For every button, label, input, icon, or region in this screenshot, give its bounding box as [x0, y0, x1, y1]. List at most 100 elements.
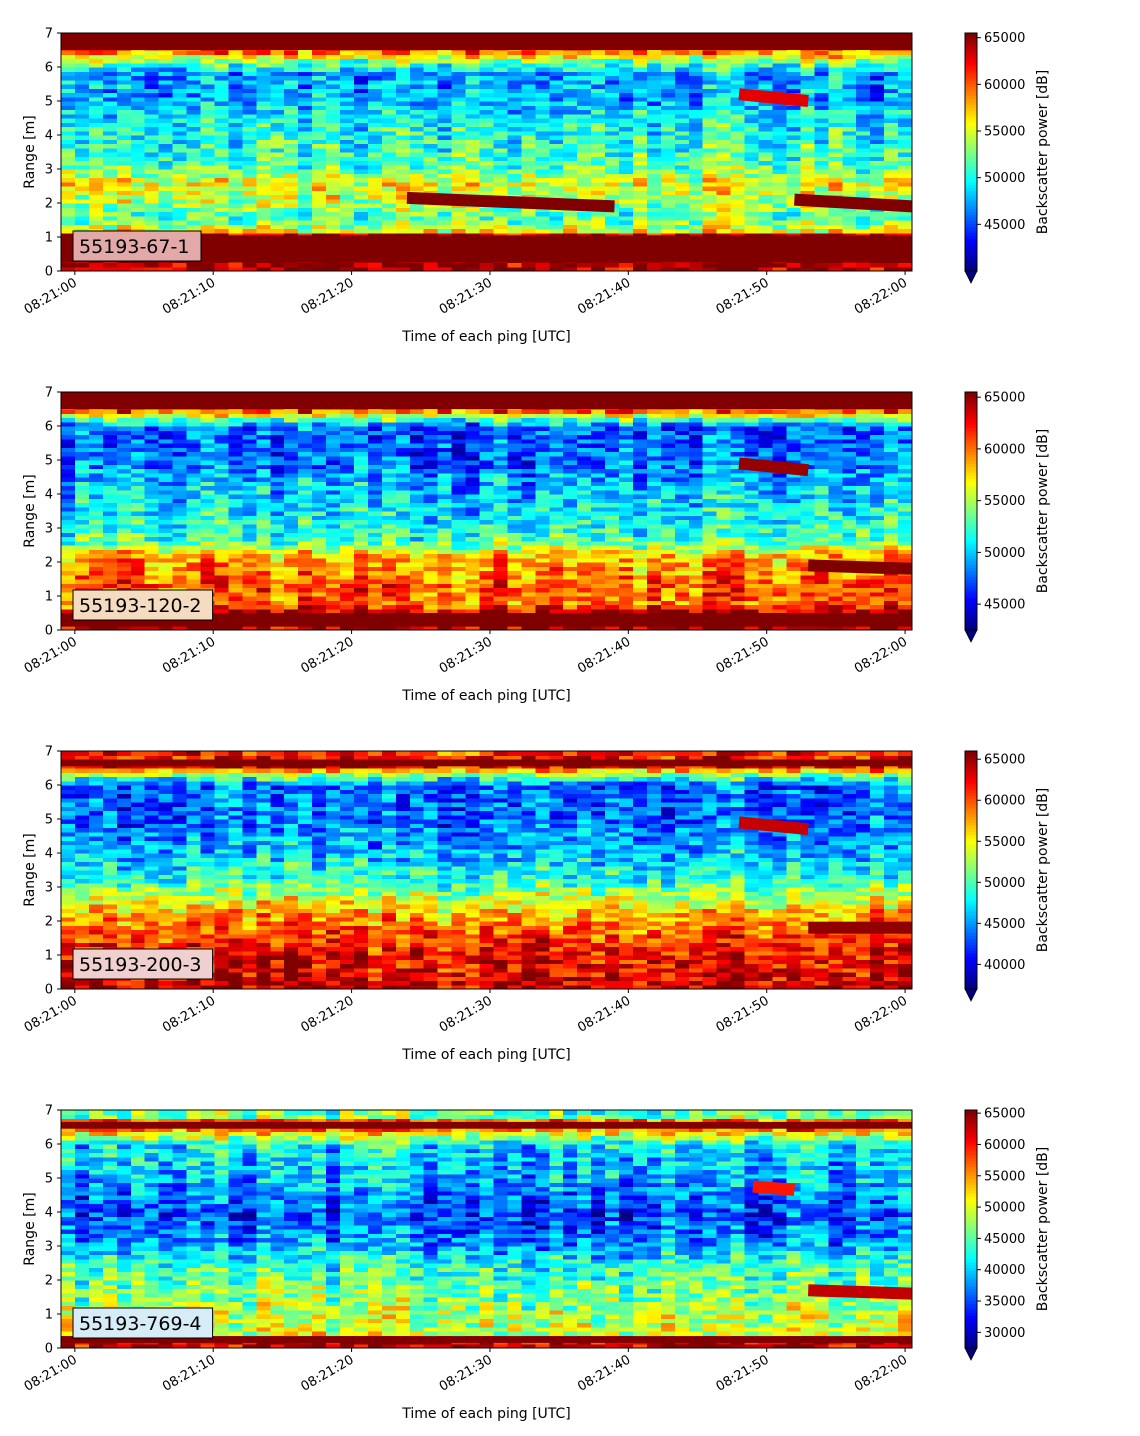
- heatmap-cell: [744, 135, 760, 140]
- heatmap-cell: [214, 506, 230, 512]
- heatmap-cell: [674, 220, 690, 225]
- heatmap-cell: [716, 220, 732, 225]
- heatmap-cell: [340, 224, 355, 230]
- heatmap-cell: [660, 232, 676, 238]
- heatmap-cell: [340, 177, 355, 183]
- heatmap-cell: [270, 604, 285, 610]
- heatmap-cell: [465, 190, 481, 196]
- heatmap-cell: [214, 177, 230, 183]
- heatmap-cell: [507, 58, 522, 64]
- colorbar-segment: [965, 92, 977, 97]
- heatmap-cell: [88, 215, 104, 221]
- heatmap-cell: [242, 579, 257, 584]
- heatmap-cell: [61, 596, 76, 601]
- heatmap-cell: [674, 177, 690, 183]
- heatmap-cell: [758, 220, 774, 225]
- heatmap-cell: [130, 545, 146, 550]
- heatmap-cell: [381, 570, 397, 576]
- heatmap-cell: [577, 156, 592, 162]
- heatmap-cell: [856, 152, 871, 157]
- heatmap-cell: [395, 177, 411, 183]
- heatmap-cell: [437, 232, 453, 238]
- heatmap-cell: [102, 113, 118, 119]
- heatmap-cell: [493, 105, 509, 111]
- heatmap-cell: [577, 75, 592, 81]
- heatmap-cell: [172, 421, 188, 427]
- heatmap-cell: [256, 266, 271, 272]
- heatmap-cell: [842, 181, 857, 187]
- heatmap-cell: [353, 409, 369, 414]
- heatmap-cell: [437, 207, 453, 213]
- heatmap-cell: [116, 135, 132, 140]
- heatmap-cell: [144, 211, 160, 217]
- heatmap-cell: [116, 413, 132, 419]
- heatmap-cell: [577, 181, 592, 187]
- heatmap-cell: [200, 220, 216, 225]
- heatmap-cell: [353, 455, 369, 461]
- heatmap-cell: [353, 207, 369, 213]
- heatmap-cell: [172, 481, 188, 487]
- heatmap-cell: [256, 498, 271, 504]
- heatmap-cell: [74, 532, 90, 538]
- heatmap-cell: [549, 101, 564, 106]
- heatmap-cell: [577, 135, 592, 140]
- heatmap-cell: [535, 96, 550, 102]
- heatmap-cell: [186, 105, 202, 111]
- heatmap-cell: [479, 139, 495, 145]
- heatmap-cell: [312, 545, 327, 550]
- heatmap-cell: [409, 574, 425, 580]
- heatmap-cell: [102, 135, 118, 140]
- heatmap-cell: [367, 557, 383, 563]
- heatmap-cell: [730, 58, 746, 64]
- heatmap-cell: [353, 515, 369, 521]
- heatmap-cell: [284, 147, 299, 153]
- heatmap-cell: [200, 177, 216, 183]
- heatmap-cell: [340, 553, 355, 559]
- colorbar-segment: [965, 35, 977, 40]
- heatmap-cell: [326, 220, 341, 225]
- colorbar-segment: [965, 235, 977, 239]
- heatmap-cell: [158, 54, 174, 60]
- heatmap-cell: [242, 207, 257, 213]
- heatmap-cell: [409, 211, 425, 217]
- heatmap-cell: [214, 468, 230, 474]
- heatmap-cell: [535, 135, 550, 140]
- heatmap-cell: [563, 135, 578, 140]
- heatmap-cell: [800, 190, 815, 196]
- heatmap-cell: [130, 489, 146, 495]
- heatmap-cell: [870, 164, 885, 170]
- heatmap-cell: [326, 562, 341, 567]
- heatmap-cell: [116, 409, 132, 414]
- heatmap-cell: [284, 194, 299, 200]
- heatmap-cell: [228, 574, 243, 580]
- heatmap-cell: [493, 156, 509, 162]
- heatmap-cell: [144, 173, 160, 179]
- heatmap-cell: [702, 105, 718, 111]
- heatmap-cell: [326, 447, 341, 453]
- heatmap-cell: [535, 164, 550, 170]
- heatmap-cell: [605, 232, 620, 238]
- heatmap-cell: [186, 413, 202, 419]
- heatmap-cell: [312, 587, 327, 593]
- heatmap-cell: [172, 464, 188, 470]
- heatmap-cell: [130, 413, 146, 419]
- heatmap-cell: [549, 75, 564, 81]
- heatmap-cell: [451, 232, 467, 238]
- heatmap-cell: [395, 557, 411, 563]
- heatmap-cell: [214, 498, 230, 504]
- heatmap-cell: [186, 96, 202, 102]
- heatmap-cell: [591, 135, 606, 140]
- heatmap-cell: [507, 164, 522, 170]
- heatmap-cell: [326, 515, 341, 521]
- heatmap-cell: [214, 426, 230, 431]
- heatmap-cell: [688, 105, 704, 111]
- heatmap-cell: [61, 434, 76, 440]
- heatmap-cell: [591, 75, 606, 81]
- heatmap-cell: [340, 579, 355, 584]
- heatmap-cell: [61, 417, 76, 423]
- heatmap-cell: [172, 203, 188, 208]
- heatmap-cell: [200, 515, 216, 521]
- heatmap-cell: [800, 75, 815, 81]
- heatmap-cell: [242, 511, 257, 516]
